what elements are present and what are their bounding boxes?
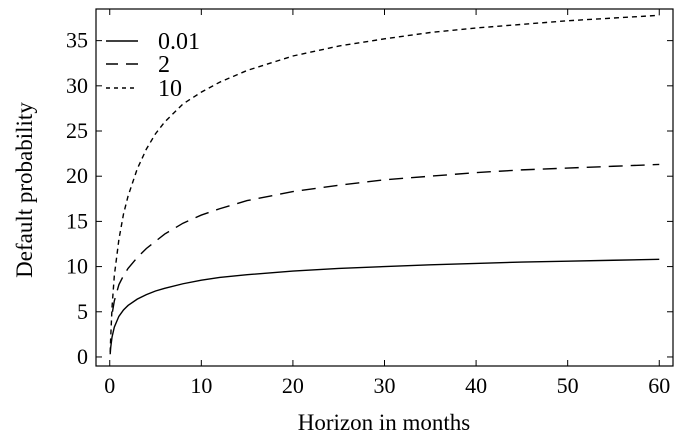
y-tick-label: 30 xyxy=(66,73,88,98)
y-axis-ticks: 0 5 10 15 20 25 30 35 xyxy=(66,28,673,369)
y-tick-label: 35 xyxy=(66,28,88,53)
series-lines xyxy=(109,14,660,355)
x-tick-label: 40 xyxy=(465,373,487,398)
y-tick-label: 25 xyxy=(66,118,88,143)
x-axis-ticks: 0 10 20 30 40 50 60 xyxy=(104,9,670,398)
series-line-0.01 xyxy=(109,258,660,355)
legend-label: 2 xyxy=(158,52,170,78)
series-line-10 xyxy=(109,14,660,353)
x-axis-label: Horizon in months xyxy=(298,410,471,435)
x-tick-label: 20 xyxy=(282,373,304,398)
y-tick-label: 15 xyxy=(66,208,88,233)
y-tick-label: 10 xyxy=(66,254,88,279)
legend-label: 0.01 xyxy=(158,29,200,55)
x-tick-label: 10 xyxy=(190,373,212,398)
x-tick-label: 0 xyxy=(104,373,115,398)
y-axis-label: Default probability xyxy=(12,102,37,278)
series-line-2 xyxy=(111,163,660,312)
y-tick-label: 5 xyxy=(77,299,88,324)
x-tick-label: 50 xyxy=(557,373,579,398)
plot-frame xyxy=(95,8,674,367)
y-tick-label: 20 xyxy=(66,163,88,188)
x-tick-label: 60 xyxy=(648,373,670,398)
legend-label: 10 xyxy=(158,76,182,102)
x-tick-label: 30 xyxy=(374,373,396,398)
y-tick-label: 0 xyxy=(77,344,88,369)
